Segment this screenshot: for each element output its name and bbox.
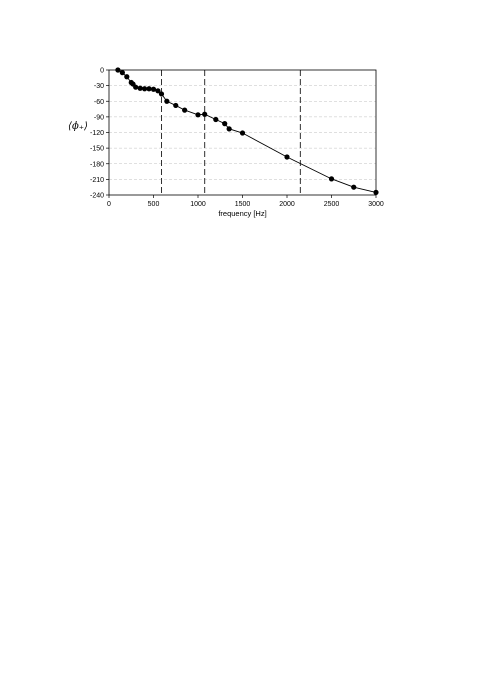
data-point xyxy=(373,189,379,195)
y-tick-label: -240 xyxy=(90,193,104,200)
x-axis-title: frequency [Hz] xyxy=(218,209,266,218)
data-point xyxy=(133,84,139,90)
data-point xyxy=(173,102,179,109)
x-tick-label: 1000 xyxy=(190,201,206,208)
y-tick-label: -120 xyxy=(90,130,104,137)
data-point xyxy=(155,88,161,94)
data-point xyxy=(137,85,143,91)
data-point xyxy=(351,184,357,190)
x-tick-label: 0 xyxy=(107,201,111,208)
y-tick-label: -60 xyxy=(94,99,104,106)
data-point xyxy=(150,86,157,92)
x-tick-label: 2500 xyxy=(324,201,340,208)
y-tick-label: -90 xyxy=(94,114,104,121)
data-point xyxy=(142,86,148,92)
x-axis-ticks: 0 500 1000 1500 2000 2500 3000 xyxy=(107,195,384,208)
data-point xyxy=(158,91,165,97)
y-tick-label: -150 xyxy=(90,146,104,153)
data-point xyxy=(222,121,228,127)
data-point xyxy=(328,176,335,182)
data-point xyxy=(195,112,201,118)
data-point xyxy=(239,130,246,136)
y-tick-label: -180 xyxy=(90,161,104,168)
data-point xyxy=(182,107,188,113)
x-tick-label: 2000 xyxy=(279,201,295,208)
data-point xyxy=(124,74,130,80)
x-tick-label: 1500 xyxy=(235,201,251,208)
y-tick-label: 0 xyxy=(100,68,104,75)
series-layer xyxy=(115,67,379,195)
data-point xyxy=(213,116,219,123)
y-axis-ticks: 0 -30 -60 -90 -120 -150 -180 -210 -240 xyxy=(90,68,109,200)
data-point xyxy=(164,98,170,104)
y-tick-label: -30 xyxy=(94,83,104,90)
data-point xyxy=(119,70,125,76)
y-axis-title: ⟨ϕ₊⟩ xyxy=(68,121,88,132)
data-point xyxy=(226,126,232,132)
data-point xyxy=(202,111,208,117)
data-point xyxy=(115,67,121,73)
series-line xyxy=(117,69,377,193)
y-tick-label: -210 xyxy=(90,177,104,184)
x-tick-label: 3000 xyxy=(368,201,384,208)
vertical-dashed-lines xyxy=(161,70,301,195)
data-point xyxy=(284,154,290,160)
data-point xyxy=(146,86,152,92)
x-tick-label: 500 xyxy=(148,201,160,208)
